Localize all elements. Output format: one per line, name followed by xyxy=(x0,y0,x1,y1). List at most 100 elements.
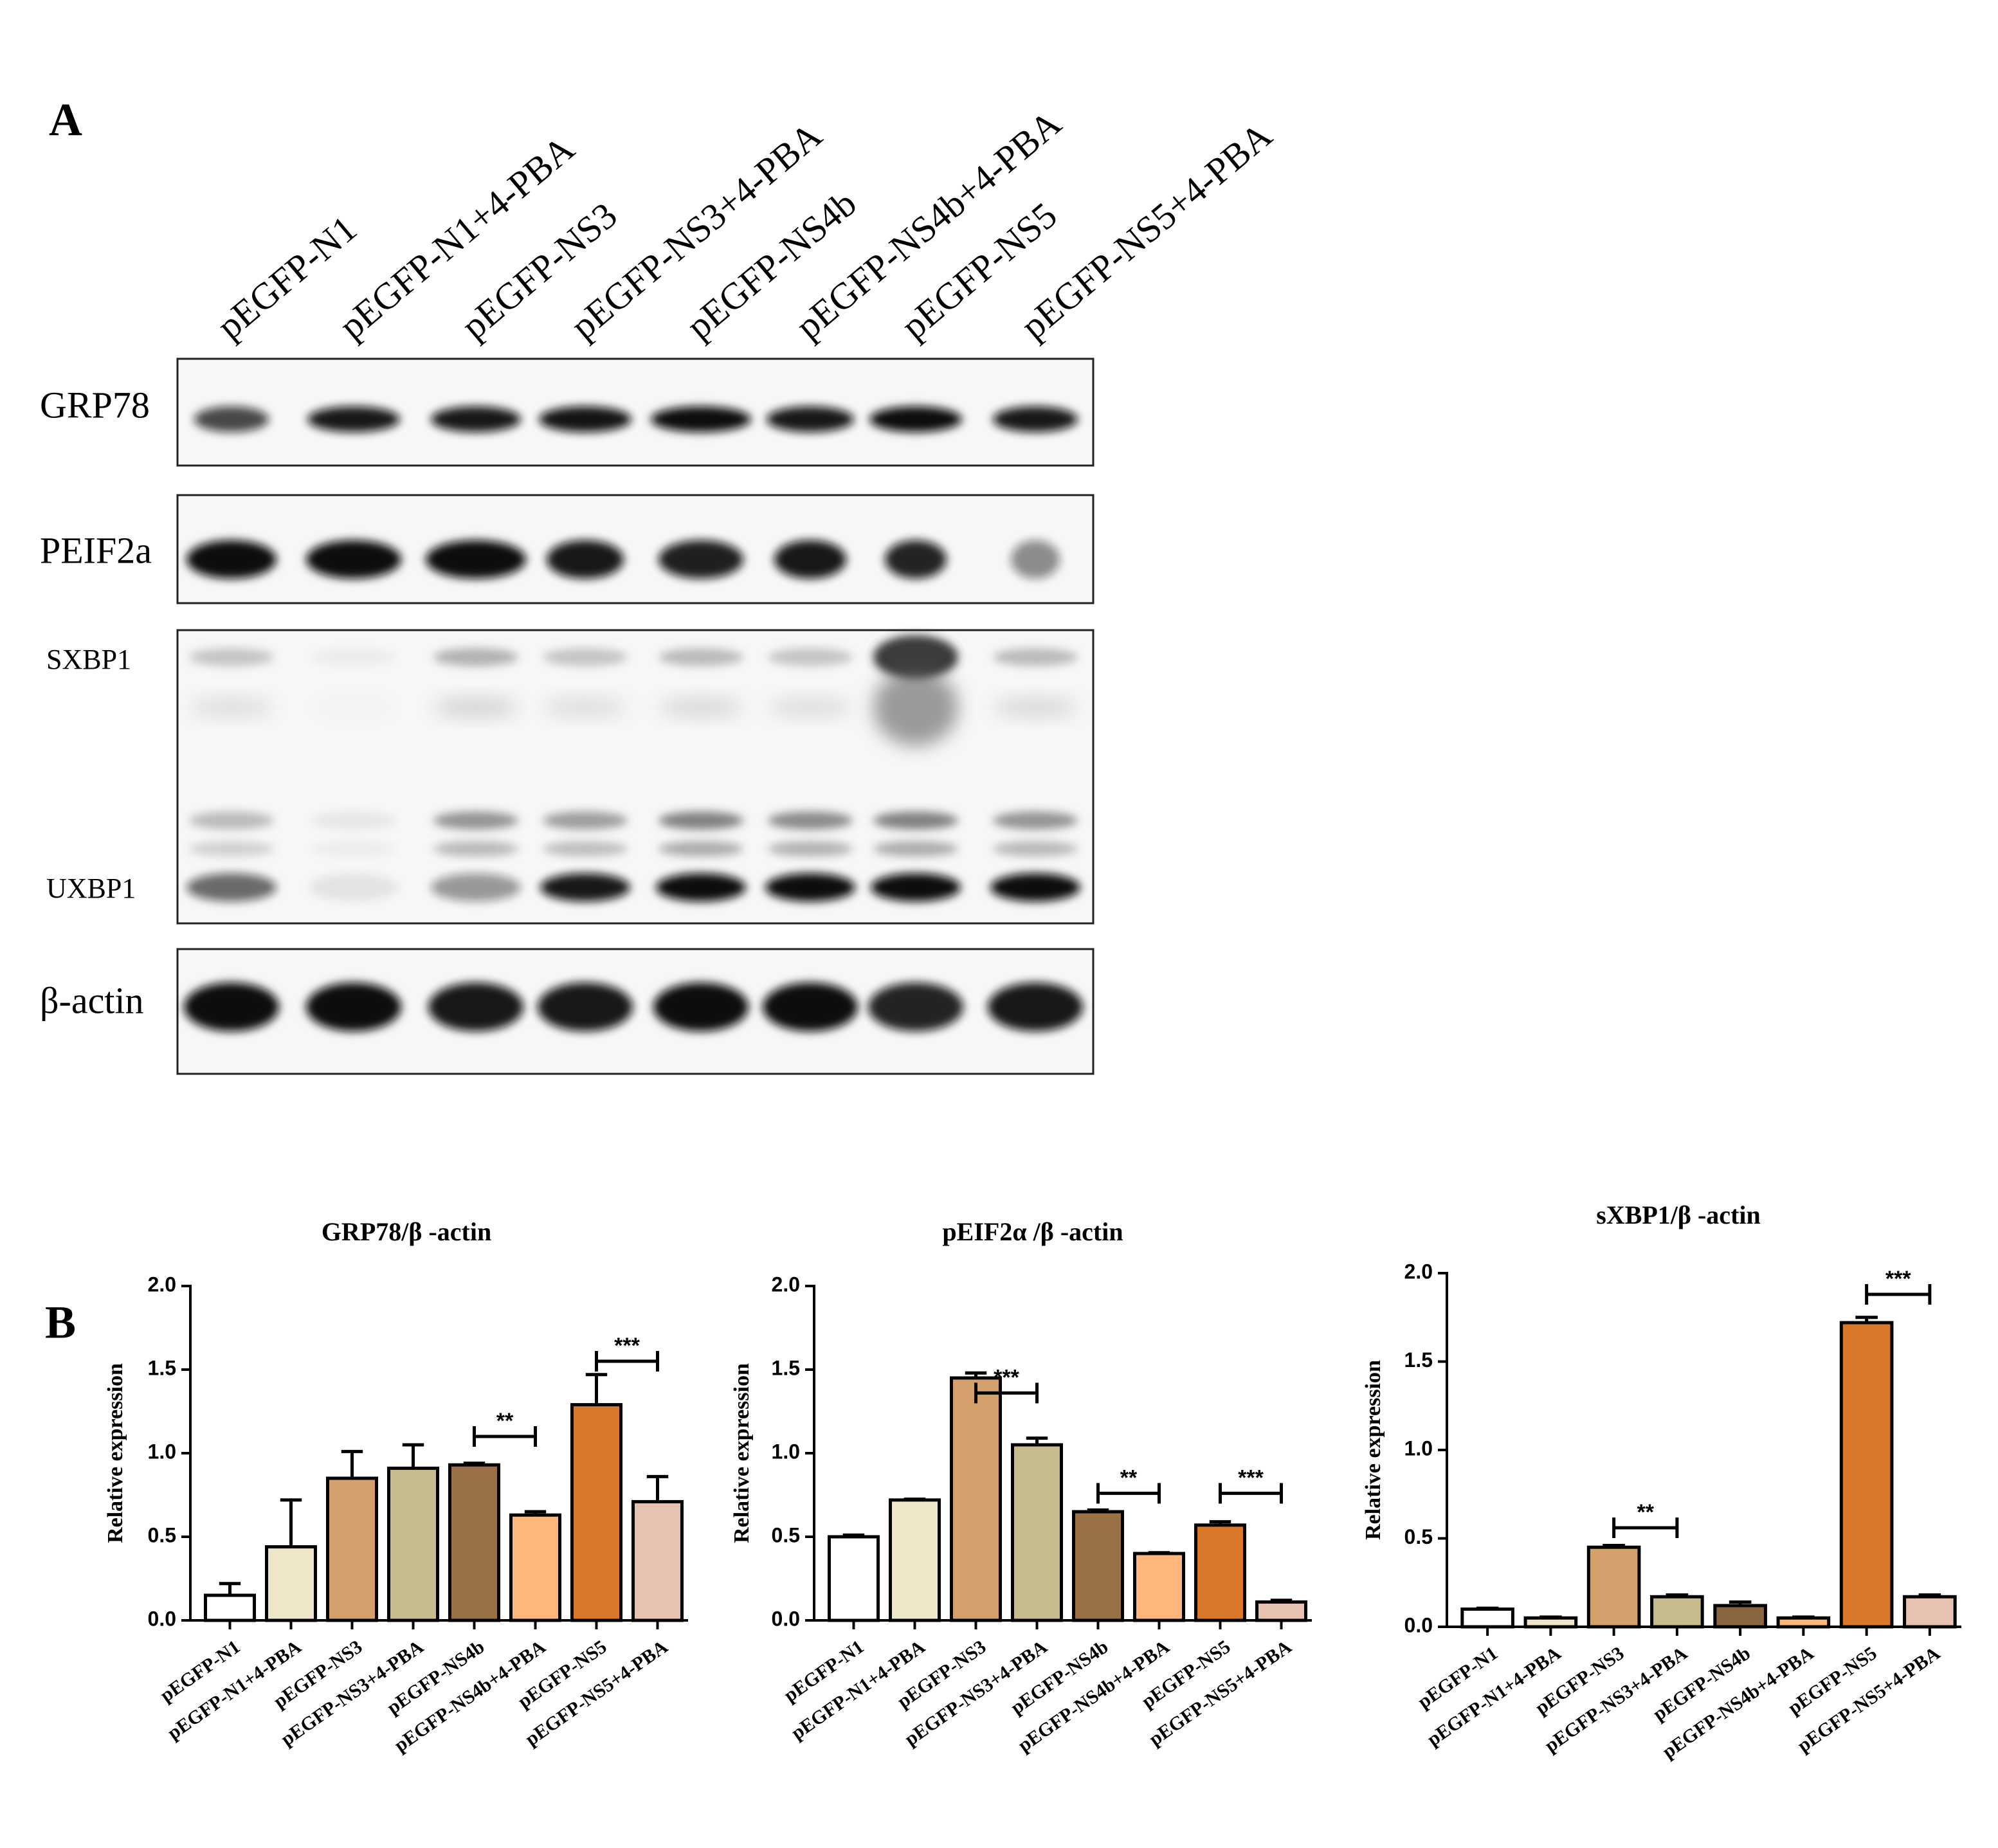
band xyxy=(311,648,396,666)
bar xyxy=(1523,1616,1578,1629)
band xyxy=(993,648,1078,666)
band xyxy=(431,406,521,432)
bar xyxy=(631,1499,684,1622)
band xyxy=(768,697,853,718)
y-tick-label: 0.0 xyxy=(772,1607,800,1630)
bar xyxy=(1839,1321,1894,1629)
band xyxy=(869,406,962,432)
y-tick-label: 0.0 xyxy=(1404,1613,1433,1636)
band xyxy=(186,873,277,901)
band xyxy=(311,841,396,856)
y-tick-label: 0.5 xyxy=(1404,1525,1433,1548)
y-tick-label: 2.0 xyxy=(148,1273,176,1296)
bar xyxy=(1650,1595,1704,1629)
band xyxy=(547,540,624,579)
band xyxy=(311,811,396,829)
significance-label: *** xyxy=(614,1334,640,1358)
chart-title: sXBP1/β -actin xyxy=(1596,1200,1761,1229)
band xyxy=(873,811,958,829)
y-tick-label: 1.5 xyxy=(772,1356,800,1379)
band xyxy=(184,983,279,1031)
band xyxy=(658,697,743,718)
band xyxy=(309,873,399,901)
y-tick-label: 0.5 xyxy=(148,1523,176,1546)
band xyxy=(763,983,858,1031)
bar xyxy=(828,1535,880,1622)
band xyxy=(307,406,400,432)
chart-title: GRP78/β -actin xyxy=(322,1217,491,1246)
blot-bands xyxy=(184,406,1083,1031)
band xyxy=(433,648,518,666)
y-tick-label: 1.0 xyxy=(1404,1436,1433,1460)
significance-label: *** xyxy=(1885,1267,1911,1291)
band xyxy=(540,873,630,901)
significance-label: ** xyxy=(1120,1465,1138,1490)
band xyxy=(311,697,396,718)
band-label: UXBP1 xyxy=(46,873,136,904)
band xyxy=(189,811,274,829)
blot-frame xyxy=(176,358,1094,467)
band-label: SXBP1 xyxy=(46,644,131,675)
band xyxy=(658,648,743,666)
band xyxy=(767,406,854,432)
bar xyxy=(1776,1616,1831,1629)
y-tick-label: 2.0 xyxy=(772,1273,800,1296)
band xyxy=(990,873,1080,901)
bar xyxy=(509,1513,561,1622)
band xyxy=(1011,540,1060,579)
band xyxy=(873,669,958,746)
y-tick-label: 1.0 xyxy=(772,1440,800,1463)
significance-label: *** xyxy=(1238,1465,1264,1490)
significance-label: ** xyxy=(496,1409,514,1433)
bar xyxy=(387,1466,439,1622)
band xyxy=(873,841,958,856)
y-axis-label: Relative expression xyxy=(104,1363,127,1543)
band xyxy=(433,697,518,718)
panel-letter: B xyxy=(45,1297,76,1348)
chart-title: pEIF2α /β -actin xyxy=(942,1217,1123,1246)
band xyxy=(189,697,274,718)
band xyxy=(431,873,521,901)
significance-label: *** xyxy=(994,1365,1019,1390)
bar xyxy=(1713,1604,1767,1629)
band xyxy=(885,540,947,579)
y-axis-label: Relative expression xyxy=(730,1363,754,1543)
band xyxy=(656,873,746,901)
band xyxy=(873,635,958,679)
band xyxy=(993,697,1078,718)
bar xyxy=(265,1545,317,1622)
band xyxy=(189,841,274,856)
band xyxy=(768,841,853,856)
y-tick-label: 1.5 xyxy=(148,1356,176,1379)
band-label: PEIF2a xyxy=(40,529,152,571)
blot-frame xyxy=(176,629,1094,925)
band xyxy=(993,406,1078,432)
panel-letter: A xyxy=(49,95,82,146)
y-axis-label: Relative expression xyxy=(1361,1360,1385,1540)
bar xyxy=(1903,1595,1957,1629)
bar xyxy=(326,1476,378,1622)
band xyxy=(194,406,269,432)
y-tick-label: 1.5 xyxy=(1404,1348,1433,1372)
band xyxy=(306,540,401,579)
bar xyxy=(1194,1523,1246,1622)
bar xyxy=(448,1463,500,1622)
band xyxy=(433,841,518,856)
y-tick-label: 2.0 xyxy=(1404,1260,1433,1283)
band xyxy=(426,540,526,579)
band xyxy=(186,540,277,579)
band xyxy=(433,811,518,829)
bar xyxy=(950,1376,1002,1622)
band xyxy=(993,811,1078,829)
significance-label: ** xyxy=(1637,1500,1655,1525)
band xyxy=(651,406,751,432)
band xyxy=(653,983,749,1031)
band xyxy=(993,841,1078,856)
band xyxy=(774,540,846,579)
band xyxy=(543,811,628,829)
band xyxy=(543,648,628,666)
band xyxy=(765,873,855,901)
band xyxy=(988,983,1083,1031)
bar xyxy=(1133,1552,1185,1622)
